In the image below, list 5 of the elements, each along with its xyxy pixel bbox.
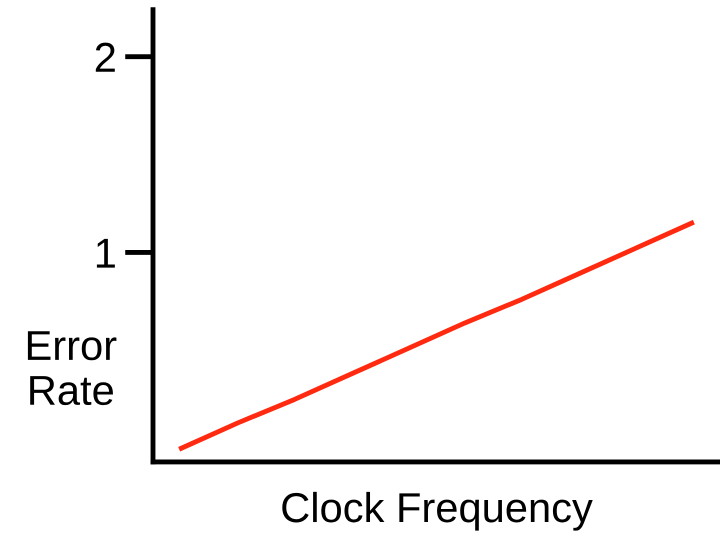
line-series [178, 220, 694, 451]
y-axis-title: Error Rate [28, 331, 116, 406]
y-tick-label: 1 [96, 238, 115, 268]
x-axis-title: Clock Frequency [282, 492, 593, 531]
y-tick-label: 2 [96, 42, 115, 72]
